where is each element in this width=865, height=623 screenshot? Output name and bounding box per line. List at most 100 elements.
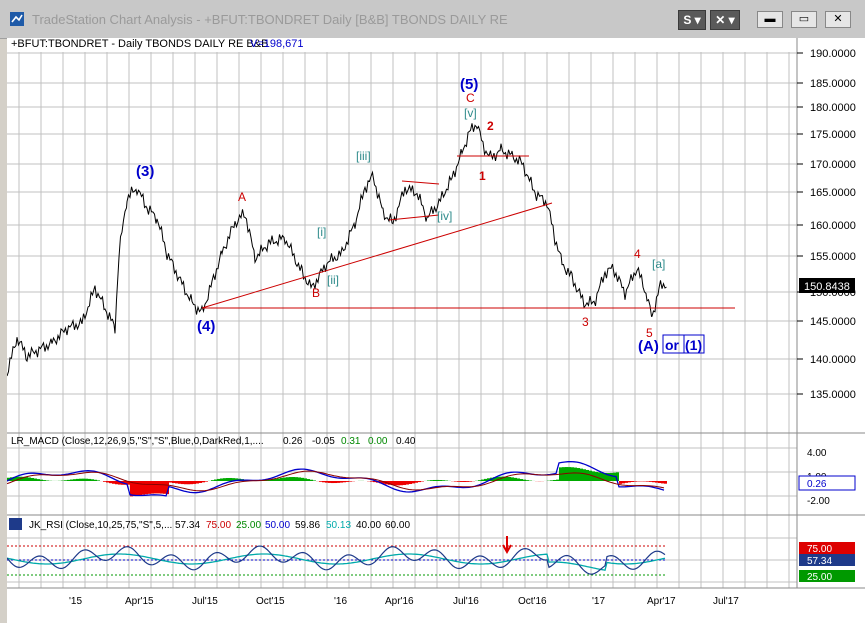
macd-histogram-bar [184, 481, 187, 485]
macd-histogram-bar [331, 481, 334, 484]
macd-histogram-bar [658, 481, 661, 484]
macd-histogram-bar [631, 481, 634, 482]
chart-area[interactable]: 190.0000 185.0000 180.0000 175.0000 170.… [7, 38, 865, 623]
time-tick: '16 [334, 596, 347, 607]
macd-histogram-bar [322, 481, 325, 483]
macd-histogram-bar [169, 481, 172, 483]
wave-1-paren-label: (1) [685, 337, 702, 353]
window-title: TradeStation Chart Analysis - +BFUT:TBON… [32, 12, 508, 27]
macd-histogram-bar [427, 480, 430, 481]
macd-histogram-bar [496, 476, 499, 481]
tools-menu-button[interactable]: ✕ ▾ [710, 10, 740, 30]
macd-histogram-bar [16, 476, 19, 481]
macd-histogram-bar [226, 478, 229, 481]
macd-histogram-bar [31, 477, 34, 481]
macd-histogram-bar [28, 477, 31, 481]
macd-histogram-bar [280, 477, 283, 481]
macd-histogram-bar [79, 478, 82, 481]
macd-histogram-bar [382, 481, 385, 484]
symbol-menu-button[interactable]: S ▾ [678, 10, 706, 30]
macd-histogram-bar [661, 481, 664, 484]
macd-histogram-bar [229, 477, 232, 481]
macd-histogram-bar [217, 478, 220, 481]
macd-histogram-bar [478, 480, 481, 481]
macd-histogram-bar [205, 481, 208, 482]
macd-histogram-bar [607, 473, 610, 481]
macd-signal-line [7, 470, 665, 492]
macd-histogram-bar [334, 481, 337, 484]
close-button[interactable]: ✕ [825, 11, 851, 28]
time-tick: Jul'17 [713, 596, 739, 607]
macd-histogram-bar [142, 481, 145, 495]
wave-ii-label: [ii] [327, 273, 339, 287]
macd-histogram-bar [595, 471, 598, 481]
rsi-57-label: 57.34 [807, 556, 832, 567]
time-tick: Apr'17 [647, 596, 676, 607]
macd-histogram-bar [223, 478, 226, 481]
tradestation-logo-icon [10, 12, 24, 26]
macd-histogram-bar [439, 480, 442, 481]
rsi-icon [9, 518, 22, 530]
macd-histogram-bar [7, 477, 10, 481]
macd-histogram-bar [118, 481, 121, 485]
macd-histogram-bar [64, 480, 67, 481]
macd-histogram-bar [370, 481, 373, 482]
chart-svg[interactable]: 190.0000 185.0000 180.0000 175.0000 170.… [7, 38, 865, 623]
macd-histogram-bar [649, 481, 652, 482]
macd-histogram-bar [598, 472, 601, 481]
macd-histogram-bar [460, 481, 463, 482]
macd-histogram-bar [154, 481, 157, 494]
macd-histogram-bar [508, 476, 511, 481]
wave-A-label: A [238, 190, 246, 204]
time-tick: Oct'16 [518, 596, 547, 607]
macd-histogram-bar [589, 470, 592, 481]
macd-histogram-bar [565, 467, 568, 481]
macd-histogram-bar [511, 477, 514, 481]
macd-histogram-bar [94, 479, 97, 481]
macd-histogram-bar [67, 479, 70, 481]
rsi-value-8: 60.00 [385, 520, 410, 531]
macd-histogram-bar [493, 477, 496, 481]
macd-histogram-bar [469, 481, 472, 482]
macd-histogram-bar [319, 481, 322, 482]
rsi-75-label: 75.00 [807, 544, 832, 555]
macd-histogram-bar [520, 479, 523, 481]
macd-histogram-bar [136, 481, 139, 496]
macd-histogram-bar [646, 481, 649, 482]
macd-histogram-bar [454, 481, 457, 482]
macd-histogram-bar [277, 478, 280, 481]
price-tick: 180.0000 [810, 102, 856, 114]
price-axis: 190.0000 185.0000 180.0000 175.0000 170.… [810, 48, 856, 401]
macd-histogram-bar [274, 478, 277, 481]
macd-histogram-bar [235, 478, 238, 481]
macd-histogram-bar [190, 481, 193, 485]
wave-4-label: (4) [197, 318, 215, 335]
macd-histogram-bar [502, 476, 505, 481]
price-tick: 140.0000 [810, 354, 856, 366]
macd-histogram-bar [622, 481, 625, 484]
macd-histogram-bar [181, 481, 184, 485]
macd-histogram-bar [328, 481, 331, 483]
macd-histogram-bar [523, 479, 526, 481]
macd-histogram-bar [373, 481, 376, 483]
macd-histogram-bar [292, 477, 295, 481]
macd-histogram-bar [634, 481, 637, 482]
wave-1-label: 1 [479, 169, 486, 183]
wave-i-label: [i] [317, 225, 326, 239]
title-bar: TradeStation Chart Analysis - +BFUT:TBON… [0, 0, 865, 39]
macd-value-5: 0.40 [396, 436, 416, 447]
macd-histogram-bar [394, 481, 397, 486]
macd-histogram-bar [298, 477, 301, 481]
macd-histogram-bar [346, 481, 349, 482]
minimize-button[interactable]: ▬ [757, 11, 783, 28]
time-axis: '15 Apr'15 Jul'15 Oct'15 '16 Apr'16 Jul'… [69, 596, 739, 607]
macd-histogram-bar [514, 477, 517, 481]
time-tick: Oct'15 [256, 596, 285, 607]
macd-histogram-bar [88, 478, 91, 481]
macd-histogram-bar [13, 476, 16, 481]
triangle-line [388, 214, 440, 221]
maximize-button[interactable]: ▭ [791, 11, 817, 28]
macd-histogram-bar [265, 480, 268, 481]
macd-histogram-bar [664, 481, 667, 484]
macd-histogram-bar [124, 481, 127, 485]
